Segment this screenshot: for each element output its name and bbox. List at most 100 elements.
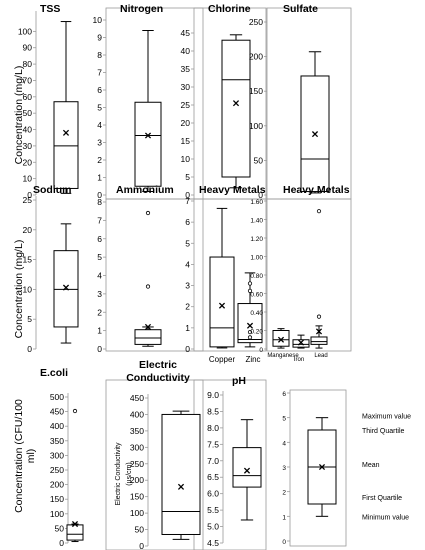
category-label: Iron: [294, 357, 304, 363]
panel-title: pH: [232, 375, 246, 387]
mean-x-stroke-b: [318, 463, 326, 471]
y-tick-label: 2: [185, 302, 190, 312]
y-tick-label: 6: [282, 391, 286, 398]
box-series-0: [134, 210, 162, 347]
box-series-0: [66, 408, 84, 543]
iqr-box: [292, 339, 310, 348]
mean-marker: [218, 302, 226, 309]
y-tick-label: 9.0: [207, 390, 219, 400]
y-tick-label: 150: [249, 86, 263, 96]
y-tick-label: 200: [249, 52, 263, 62]
panel-title: Nitrogen: [120, 3, 163, 15]
mean-x-stroke-b: [218, 302, 226, 309]
y-tick-label: 8.5: [207, 406, 219, 416]
y-tick-label: 250: [130, 459, 144, 469]
box-series-2: [310, 209, 328, 349]
panel-3: Sulfate 0 50 100 150 200 250: [249, 3, 330, 200]
y-tick-label: 300: [130, 442, 144, 452]
y-tick-label: 1.60: [250, 199, 263, 206]
y-tick-label: 1: [185, 323, 190, 333]
mean-x-stroke-b: [246, 322, 254, 329]
panel-frame-6: [105, 379, 204, 550]
y-tick-label: 200: [130, 475, 144, 485]
box-series-0: [134, 30, 162, 192]
y-tick-label: 2: [97, 155, 102, 165]
y-tick-label: 0: [185, 190, 190, 200]
y-tick-label: 6.0: [207, 489, 219, 499]
iqr-box: [66, 524, 84, 541]
y-tick-label: 30: [23, 141, 33, 151]
y-tick-label: 20: [181, 118, 191, 128]
y-tick-label: 1.20: [250, 236, 263, 243]
y-tick-label: 7: [97, 215, 102, 225]
iqr-box: [134, 329, 162, 345]
y-tick-label: 9: [97, 33, 102, 43]
mean-marker: [311, 131, 319, 138]
panel-0: TSS 0 10 20 30 40 50 60 70 80 90 100 Concentration (…: [13, 3, 79, 200]
y-tick-label: 10: [23, 284, 33, 294]
y-tick-label: 50: [254, 155, 264, 165]
mean-marker: [144, 323, 152, 331]
y-tick-label: 0: [27, 344, 32, 354]
y-tick-label: 20: [23, 157, 33, 167]
mean-x-stroke-b: [62, 129, 70, 136]
y-tick-label: 70: [23, 75, 33, 85]
y-tick-label: 0.80: [250, 273, 263, 280]
mean-x-stroke-b: [243, 467, 251, 474]
iqr-box: [232, 447, 262, 488]
panel-title: E.coli: [40, 367, 68, 379]
y-tick-label: 4.5: [207, 538, 219, 548]
y-tick-label: 10: [23, 174, 33, 184]
outlier-point: [145, 210, 151, 216]
y-tick-label: 1: [282, 514, 286, 521]
mean-marker: [243, 467, 251, 474]
y-tick-label: 0: [59, 538, 64, 548]
y-tick-label: 0: [97, 344, 102, 354]
panel-8: E.coli 0 50 100 150 200 250 300 350 400 450 500 Conc…: [13, 367, 84, 548]
y-tick-label: 0: [258, 190, 263, 200]
y-tick-label: 150: [130, 492, 144, 502]
y-tick-label: 500: [50, 392, 64, 402]
y-tick-label: 250: [50, 465, 64, 475]
box-series-0: [307, 417, 337, 517]
y-tick-label: 7.5: [207, 439, 219, 449]
y-tick-label: 5: [185, 238, 190, 248]
panel-1: Nitrogen 0 1 2 3 4 5 6 7 8 9 10: [93, 3, 164, 200]
mean-marker: [232, 100, 240, 107]
legend-third-quartile: Third Quartile: [362, 428, 405, 435]
box-series-0: [53, 21, 79, 194]
box-series-0: [161, 410, 201, 540]
outlier-point: [247, 335, 253, 340]
mean-marker: [62, 284, 70, 291]
category-label: Lead: [314, 353, 327, 359]
y-tick-label: 50: [135, 525, 145, 535]
panel-10: pH 4.5 5.0 5.5 6.0 6.5 7.0 7.5 8.0 8.5 9.0: [207, 375, 262, 548]
y-tick-label: 100: [249, 121, 263, 131]
mean-marker: [277, 336, 285, 343]
panel-title: Heavy Metals: [283, 184, 350, 196]
y-tick-label: 1.40: [250, 218, 263, 225]
y-tick-label: 450: [130, 393, 144, 403]
y-tick-label: 0.20: [250, 329, 263, 336]
y-tick-label: 350: [130, 426, 144, 436]
y-axis-label: (µs/cm): [126, 462, 133, 485]
y-tick-label: 0.40: [250, 310, 263, 317]
y-tick-label: 7: [97, 68, 102, 78]
mean-x-stroke-b: [315, 328, 323, 335]
mean-x-stroke-b: [311, 131, 319, 138]
y-tick-label: 5: [185, 172, 190, 182]
legend-first-quartile: First Quartile: [362, 495, 402, 502]
mean-marker: [177, 483, 185, 490]
y-tick-label: 100: [18, 26, 32, 36]
y-tick-label: 200: [50, 480, 64, 490]
y-tick-label: 90: [23, 43, 33, 53]
y-tick-label: 8: [97, 197, 102, 207]
box-series-0: [221, 34, 251, 189]
y-tick-label: 4: [97, 120, 102, 130]
mean-x-stroke-b: [277, 336, 285, 343]
y-axis-label: Electric Conductivity: [115, 442, 122, 506]
iqr-box: [209, 256, 235, 348]
